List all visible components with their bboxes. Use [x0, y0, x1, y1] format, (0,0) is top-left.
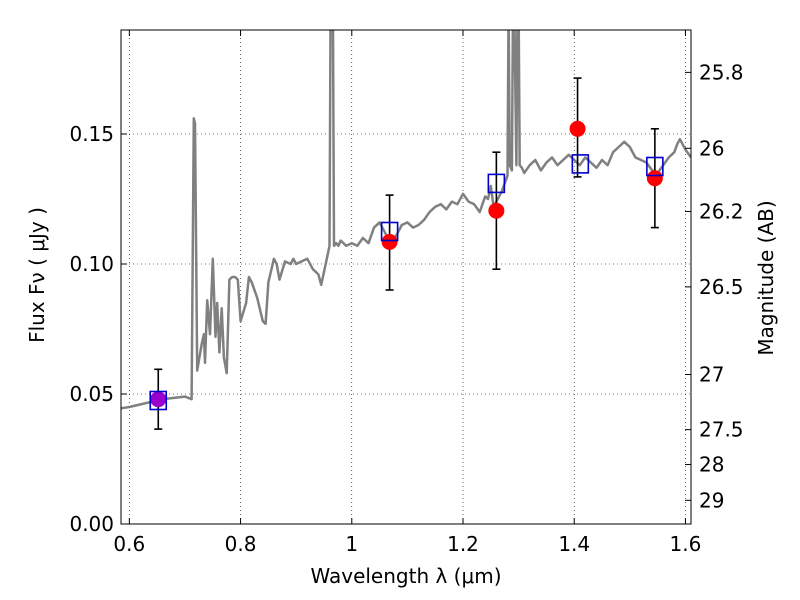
y-axis-title: Flux Fν ( μJy ) — [25, 207, 49, 343]
observed-point — [150, 391, 167, 408]
spectrum-layer — [121, 30, 691, 410]
model-point — [571, 154, 590, 174]
spectrum-line — [121, 30, 691, 410]
y2-tick-label: 27 — [699, 363, 724, 387]
y2-tick-label: 26.5 — [699, 275, 744, 299]
observed-point — [646, 170, 663, 187]
x-axis-title: Wavelength λ (μm) — [310, 564, 501, 588]
x-tick-label: 1 — [345, 532, 358, 556]
y2-tick-label: 29 — [699, 488, 724, 512]
x-tick-label: 1.2 — [447, 532, 479, 556]
y2-axis-title: Magnitude (AB) — [754, 200, 778, 355]
x-tick-label: 1.4 — [558, 532, 590, 556]
x-tick-label: 0.6 — [113, 532, 145, 556]
y2-tick-label: 27.5 — [699, 418, 744, 442]
observed-point — [488, 202, 505, 219]
y-tick-label: 0.00 — [69, 512, 114, 536]
model-point — [149, 390, 168, 411]
observed-point — [381, 233, 398, 250]
tick-layer: 0.6 0.8 1 1.2 1.4 1.6 0.00 0.05 0.10 0.15 25.8 26 26… — [69, 30, 744, 556]
model-point — [646, 156, 664, 177]
y-tick-label: 0.10 — [69, 252, 114, 276]
model-point — [380, 221, 399, 242]
y-tick-label: 0.05 — [69, 382, 114, 406]
observed-point — [569, 120, 586, 137]
x-tick-label: 1.6 — [670, 532, 702, 556]
model-point — [487, 173, 506, 194]
y2-tick-label: 26 — [699, 136, 724, 160]
y2-tick-label: 25.8 — [699, 60, 744, 84]
marker-layer — [149, 77, 664, 430]
plot-frame — [120, 29, 692, 525]
y2-tick-label: 28 — [699, 452, 724, 476]
x-tick-label: 0.8 — [225, 532, 257, 556]
grid — [121, 30, 691, 525]
y-tick-label: 0.15 — [69, 122, 114, 146]
y2-tick-label: 26.2 — [699, 199, 744, 223]
